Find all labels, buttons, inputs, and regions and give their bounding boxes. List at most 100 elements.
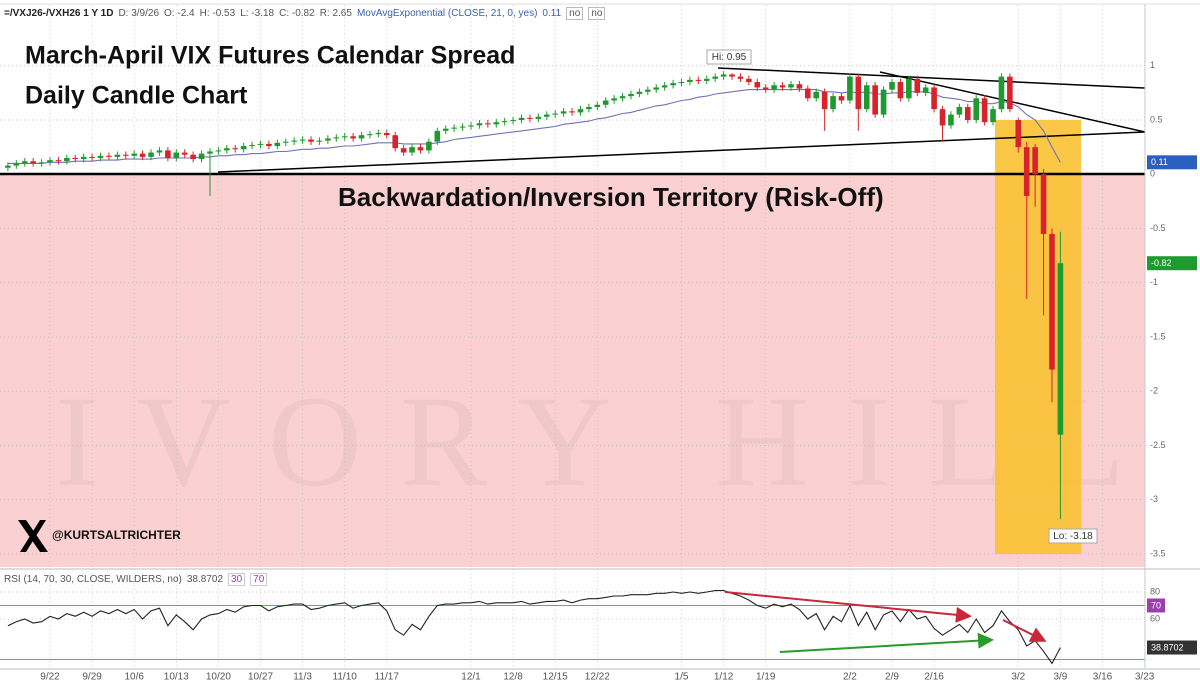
candle-body [729, 74, 735, 77]
candle-body [207, 151, 213, 154]
x-tick-label: 11/3 [293, 672, 312, 683]
price-box [1147, 256, 1197, 271]
candle-body [998, 76, 1005, 110]
candle-body [1040, 174, 1047, 234]
candle-body [257, 143, 264, 145]
study-header: =/VXJ26-/VXH26 1 Y 1D D: 3/9/26 O: -2.4 … [4, 7, 606, 20]
candle-body [190, 154, 196, 160]
candle-body [30, 161, 36, 164]
candle-body [173, 152, 180, 158]
x-tick-label: 2/9 [885, 672, 899, 683]
hi-label: Hi: 0.95 [712, 52, 747, 63]
flag: no [588, 7, 606, 20]
candle-body [838, 96, 845, 101]
highlight-box [995, 120, 1081, 554]
candle-body [897, 82, 904, 99]
rsi-level: 30 [228, 573, 246, 586]
candle-body [821, 91, 828, 110]
candle-body [131, 153, 137, 156]
candle-body [855, 76, 862, 110]
candle-body [367, 134, 373, 136]
candle-body [417, 147, 424, 151]
header-low: L: -3.18 [240, 8, 275, 19]
candle-body [518, 117, 525, 121]
candle-body [569, 111, 575, 113]
price-box [1147, 640, 1197, 655]
candle-body [409, 147, 415, 153]
candle-body [661, 85, 668, 88]
x-tick-label: 10/6 [124, 672, 144, 683]
candle-body [687, 79, 693, 83]
candle-body [198, 153, 205, 160]
lo-label: Lo: -3.18 [1053, 531, 1093, 542]
rsi-arrow [724, 591, 972, 623]
candle-body [350, 136, 356, 139]
lo-box [1048, 528, 1098, 544]
x-tick-label: 1/5 [675, 672, 689, 683]
candle-body [964, 106, 971, 121]
candle-body [38, 162, 45, 164]
candle-body [712, 76, 718, 79]
candle-body [619, 96, 626, 99]
candle-body [863, 85, 870, 110]
x-tick-label: 11/17 [375, 672, 400, 683]
y-tick-label: -1.5 [1150, 331, 1166, 341]
candle-body [779, 85, 786, 88]
candle-body [695, 79, 702, 81]
trend-line [217, 131, 1146, 173]
candle-body [426, 141, 432, 151]
candle-body [358, 135, 365, 139]
candle-body [72, 157, 79, 160]
candle-body [89, 156, 95, 158]
candle-body [55, 160, 62, 162]
candle-body [240, 146, 247, 150]
trend-line [717, 67, 1146, 89]
study-name: MovAvgExponential (CLOSE, 21, 0, yes) [356, 8, 538, 19]
y-tick-label: -1 [1150, 277, 1158, 287]
x-logo [18, 520, 48, 552]
candle-body [939, 109, 946, 126]
x-tick-label: 3/2 [1011, 672, 1025, 683]
x-tick-label: 1/19 [756, 672, 776, 683]
candle-body [973, 98, 979, 121]
rsi-arrow [1002, 619, 1047, 642]
candle-body [906, 78, 912, 99]
candle-body [156, 150, 163, 153]
candle-body [299, 139, 306, 141]
candle-body [5, 165, 11, 168]
x-tick-label: 2/2 [843, 672, 857, 683]
candle-body [341, 136, 348, 138]
candle-body [181, 152, 188, 155]
candle-body [990, 109, 996, 123]
candle-body [249, 144, 255, 147]
candle-body [21, 161, 28, 164]
candle-body [122, 154, 129, 156]
candle-body [543, 114, 550, 117]
candle-body [442, 128, 449, 131]
candle-body [139, 153, 146, 157]
candle-body [948, 114, 954, 126]
candle-body [384, 133, 390, 136]
candle-body [64, 157, 70, 162]
candle-body [830, 96, 836, 110]
chart-subtitle: Daily Candle Chart [25, 82, 248, 110]
candle-body [636, 91, 643, 94]
candle-body [813, 91, 820, 99]
price-box-label: 0.11 [1151, 157, 1168, 167]
candle-body [291, 140, 297, 142]
symbol: =/VXJ26-/VXH26 1 Y 1D [4, 8, 114, 19]
candle-body [880, 89, 887, 115]
rsi-line [7, 590, 1061, 665]
candle-body [215, 150, 222, 152]
x-tick-label: 3/16 [1093, 672, 1113, 683]
hi-box [706, 49, 752, 65]
x-tick-label: 3/9 [1053, 672, 1067, 683]
rsi-level: 70 [250, 573, 268, 586]
x-tick-label: 12/1 [461, 672, 481, 683]
candle-body [476, 123, 483, 126]
y-tick-label: 80 [1150, 586, 1160, 596]
x-tick-label: 3/23 [1135, 672, 1155, 683]
candle-body [535, 116, 542, 119]
candle-body [13, 163, 20, 166]
candle-body [889, 82, 895, 90]
